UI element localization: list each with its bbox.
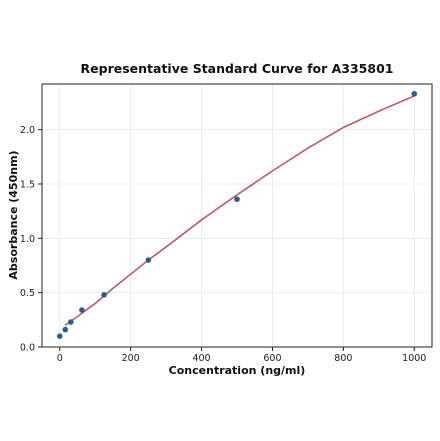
data-point <box>56 333 63 339</box>
grid <box>42 84 432 348</box>
data-point <box>68 319 74 325</box>
data-point <box>145 257 152 263</box>
x-tick-label: 600 <box>263 353 281 364</box>
chart-title: Representative Standard Curve for A33580… <box>81 61 394 76</box>
x-tick-label: 1000 <box>402 353 426 364</box>
y-tick-label: 1.5 <box>20 179 35 190</box>
x-tick-label: 800 <box>334 353 352 364</box>
x-tick-label: 0 <box>57 353 63 364</box>
data-point <box>101 292 107 298</box>
y-tick-label: 2.0 <box>20 125 35 136</box>
y-tick-label: 1.0 <box>20 234 35 245</box>
x-tick-label: 200 <box>122 353 140 364</box>
data-points-layer <box>56 90 418 339</box>
y-tick-label: 0.5 <box>20 288 35 299</box>
y-tick-label: 0.0 <box>20 343 35 354</box>
data-point <box>411 90 418 97</box>
plot-frame <box>41 83 433 348</box>
x-axis-label: Concentration (ng/ml) <box>169 364 306 377</box>
data-point <box>79 307 85 313</box>
data-point <box>234 196 240 202</box>
fit-curve-layer <box>64 95 415 326</box>
x-tick-label: 400 <box>192 353 210 364</box>
y-axis-label: Absorbance (450nm) <box>7 150 20 279</box>
data-point <box>62 326 69 333</box>
fit-curve <box>64 95 415 326</box>
x-axis-ticks: 0 200 400 600 800 1000 <box>57 347 426 364</box>
y-axis-ticks: 0.0 0.5 1.0 1.5 2.0 <box>20 125 42 354</box>
